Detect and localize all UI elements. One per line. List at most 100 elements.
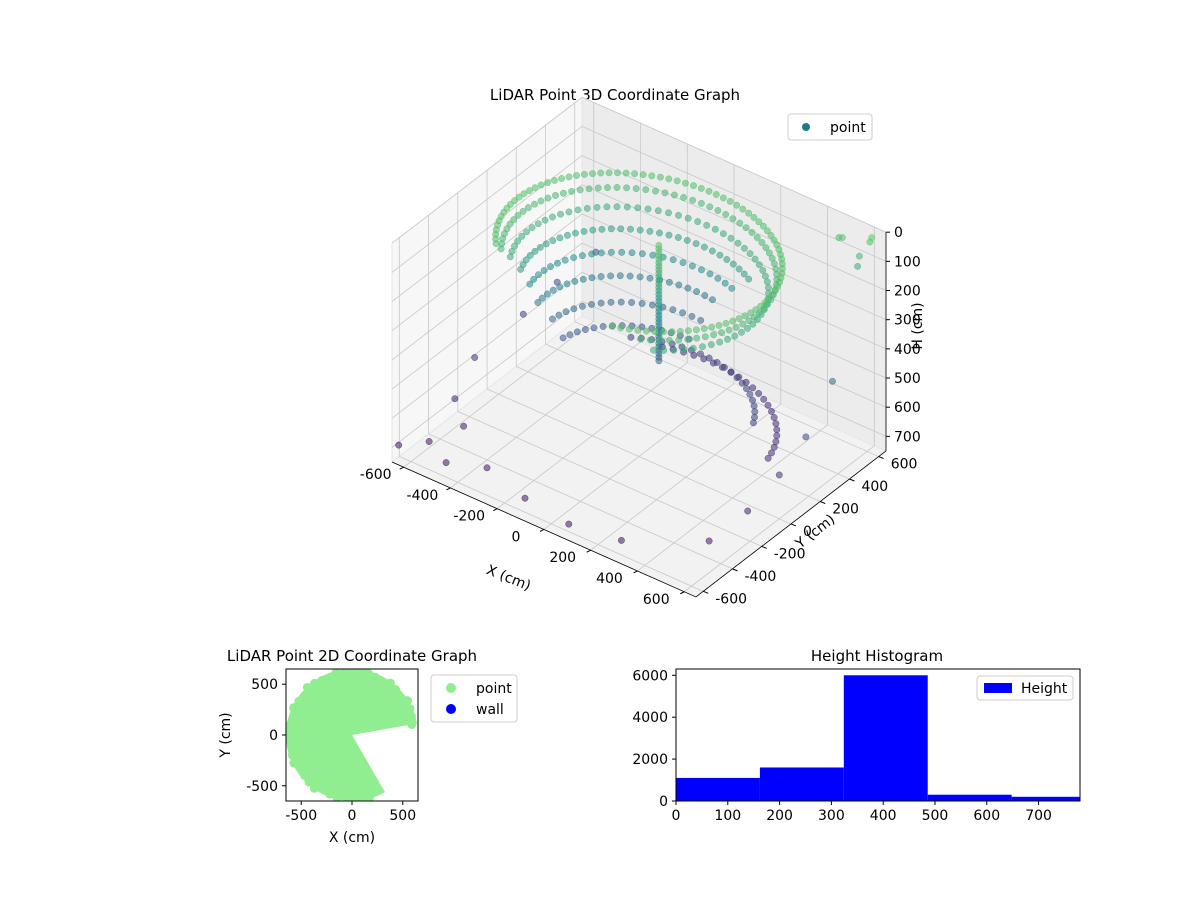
point-marker <box>745 317 753 325</box>
point-marker <box>693 288 701 296</box>
point-marker <box>744 324 751 332</box>
point-marker <box>531 184 539 192</box>
point-marker <box>296 763 306 773</box>
point-marker <box>742 224 750 232</box>
point-marker <box>407 719 417 729</box>
point-marker <box>747 309 755 317</box>
point-marker <box>549 237 557 245</box>
point-marker <box>642 186 650 194</box>
point-marker <box>541 216 549 224</box>
point-marker <box>651 328 659 336</box>
point-marker <box>773 426 781 434</box>
point-marker <box>483 464 491 472</box>
point-marker <box>676 327 684 335</box>
y-tick-label: 600 <box>891 457 918 473</box>
point-marker <box>649 251 657 259</box>
point-marker <box>699 343 706 351</box>
point-marker <box>340 790 350 800</box>
point-marker <box>728 284 736 292</box>
point-marker <box>638 300 646 307</box>
x-tick-label: 400 <box>870 808 897 824</box>
z-tick-label: 300 <box>894 313 921 329</box>
x-tick-label: 0 <box>348 808 357 824</box>
point-marker <box>385 678 395 688</box>
grid-y-floor <box>457 411 762 547</box>
point-marker <box>745 275 753 283</box>
point-marker <box>735 315 743 323</box>
y-tick-label: 0 <box>803 524 812 540</box>
point-marker <box>286 726 293 736</box>
point-marker <box>705 187 713 195</box>
point-marker <box>598 225 606 233</box>
point-marker <box>363 669 373 678</box>
point-marker <box>708 247 716 255</box>
point-marker <box>735 265 743 273</box>
point-marker <box>750 402 758 410</box>
point-marker <box>711 225 719 233</box>
histogram-bar <box>676 777 760 801</box>
point-marker <box>669 256 677 264</box>
grid-z-back <box>581 155 887 291</box>
point-marker <box>294 696 304 706</box>
point-marker <box>627 225 634 233</box>
point-marker <box>636 226 644 234</box>
y-tick <box>790 523 797 527</box>
point-marker <box>573 172 581 179</box>
grid-z-back <box>581 242 887 379</box>
point-marker <box>559 189 567 197</box>
point-marker <box>585 185 593 193</box>
point-marker <box>675 336 683 344</box>
point-marker <box>733 374 741 382</box>
point-marker <box>701 333 709 341</box>
point-marker <box>748 229 756 236</box>
point-marker <box>729 260 737 268</box>
z-tick-label: 700 <box>894 429 921 445</box>
point-marker <box>732 323 740 331</box>
x-tick <box>633 570 638 574</box>
point-marker <box>578 252 586 260</box>
histogram-frame <box>675 668 1081 802</box>
point-marker <box>741 312 749 320</box>
point-marker <box>755 390 763 397</box>
point-marker <box>531 200 538 208</box>
point-marker <box>597 249 605 257</box>
grid-z-back <box>581 271 887 408</box>
point-marker <box>709 296 716 304</box>
point-marker <box>572 229 579 237</box>
legend-marker-point <box>446 683 456 693</box>
point-marker <box>566 331 574 339</box>
point-marker <box>655 357 663 365</box>
grid-y-floor <box>516 366 821 502</box>
grid-y-floor <box>545 343 850 480</box>
point-marker <box>603 203 611 211</box>
point-marker <box>544 179 552 187</box>
point-marker <box>722 211 730 218</box>
point-marker <box>740 270 748 278</box>
point-marker <box>698 266 705 274</box>
legend-label-height: Height <box>1021 681 1068 697</box>
point-marker <box>556 283 564 291</box>
point-marker <box>638 250 646 258</box>
point-marker <box>525 187 533 195</box>
z-tick-label: 600 <box>894 400 921 416</box>
point-marker <box>700 243 708 251</box>
point-marker <box>829 377 836 385</box>
point-marker <box>646 274 654 282</box>
point-marker <box>661 189 669 197</box>
point-marker <box>744 507 752 515</box>
point-marker <box>589 226 597 234</box>
x-tick <box>446 487 451 491</box>
point-marker <box>755 218 763 226</box>
point-marker <box>530 275 538 283</box>
y-tick-label: 0 <box>659 794 668 810</box>
histogram-bar <box>759 767 844 801</box>
point-marker <box>761 272 769 280</box>
point-marker <box>632 185 640 193</box>
point-marker <box>652 187 659 195</box>
point-marker <box>697 184 705 192</box>
point-marker <box>534 220 542 228</box>
point-marker <box>578 302 586 310</box>
point-marker <box>588 250 596 258</box>
point-marker <box>605 169 613 177</box>
point-marker <box>287 742 297 752</box>
